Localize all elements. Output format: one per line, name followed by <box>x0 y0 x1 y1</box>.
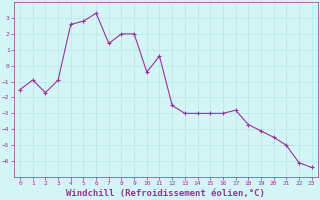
X-axis label: Windchill (Refroidissement éolien,°C): Windchill (Refroidissement éolien,°C) <box>66 189 265 198</box>
